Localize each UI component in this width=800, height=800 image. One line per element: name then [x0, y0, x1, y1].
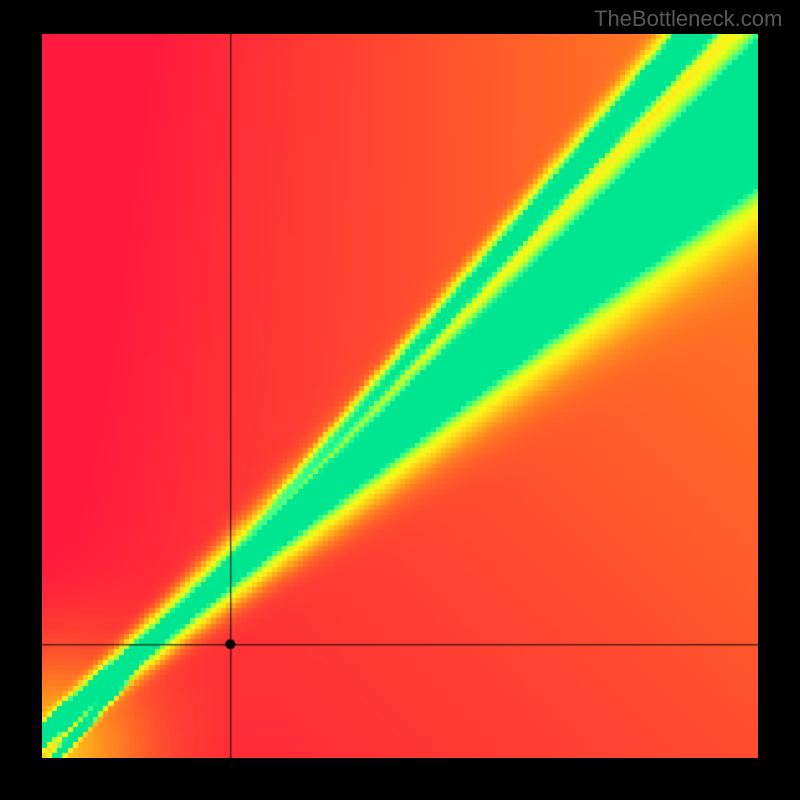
bottleneck-heatmap — [42, 34, 758, 758]
chart-container: TheBottleneck.com — [0, 0, 800, 800]
watermark-text: TheBottleneck.com — [594, 6, 782, 32]
